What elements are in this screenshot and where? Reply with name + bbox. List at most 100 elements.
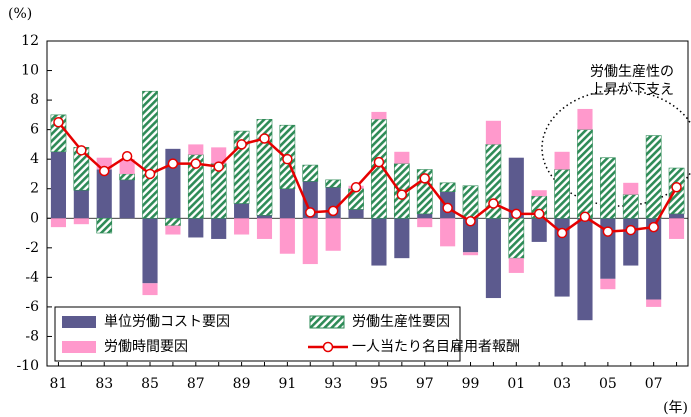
x-tick-label: 83 [95,376,113,392]
bar [165,217,181,226]
bar [325,218,341,251]
bar [485,120,501,145]
bar [554,151,570,170]
bar [622,194,639,219]
line [57,121,678,235]
line-marker [648,221,659,233]
line-marker [167,158,179,169]
x-tick-label: 91 [278,376,296,392]
y-tick-label: 2 [30,181,39,197]
legend-label: 一人当たり名目雇用者報酬 [352,338,520,355]
x-tick-label: 99 [462,376,480,392]
line-marker [533,208,545,220]
bar [256,215,273,219]
y-tick-label: -4 [25,269,39,285]
bar [554,169,570,219]
line-marker [327,205,339,217]
bar [50,218,67,228]
bar [417,218,433,228]
bar [302,218,318,265]
legend-box [54,306,461,362]
bar [645,135,662,219]
x-tick-label: 87 [187,376,205,392]
bar [256,218,273,239]
bar [668,218,685,239]
y-tick-label: -2 [25,240,39,256]
annotation-line: 上昇が下支え [590,82,674,98]
bar [96,217,113,234]
y-unit: (%) [8,6,32,22]
bar [531,190,547,197]
bar [577,218,593,321]
bar [211,218,227,239]
line-marker [121,150,133,162]
bar [188,218,204,238]
bar [394,218,410,259]
line-marker [236,139,247,150]
bar [234,203,250,219]
legend-swatch [62,316,96,328]
legend-label: 労働時間要因 [104,339,188,355]
bar [668,213,685,219]
bar [165,225,181,235]
x-unit: (年) [663,400,688,416]
line-marker [419,173,430,184]
bar [50,151,67,219]
line-marker [350,182,362,193]
line-marker [602,226,614,237]
y-tick-label: 10 [21,63,39,79]
line-marker [625,224,637,236]
line-marker [144,168,156,180]
x-tick-label: 81 [50,376,68,392]
bar [554,218,570,297]
bar [279,218,295,254]
line-marker [556,227,568,239]
line-marker [396,189,408,200]
x-tick-label: 95 [370,376,388,392]
bar [119,179,135,219]
line-marker [213,161,224,172]
legend-swatch [62,341,96,353]
bar [508,157,524,219]
bar [600,157,616,219]
x-tick-label: 89 [233,376,251,392]
legend-swatch [309,315,345,329]
line-marker [373,156,385,168]
y-tick-label: -6 [25,299,39,315]
line-marker [511,208,522,220]
line-marker [76,145,87,156]
bar [348,209,364,219]
bar [577,108,593,130]
line-marker [53,117,64,128]
bar [462,185,479,219]
y-tick-label: 0 [30,210,39,226]
bar [234,218,250,235]
y-tick-label: -8 [25,328,39,344]
bar [531,218,547,242]
line-marker [98,165,110,177]
line-marker [190,158,202,169]
bar [302,164,319,182]
bar [646,299,662,307]
bar [119,159,135,174]
bar [394,151,410,164]
bar [119,173,135,181]
bar [73,190,89,219]
bar [188,144,204,155]
bar [96,157,112,170]
x-tick-label: 07 [645,376,663,392]
bar [142,218,158,284]
annotation-line: 労働生産性の [590,64,674,80]
bar [142,90,158,219]
plot-frame [46,40,689,367]
y-tick-label: -10 [16,358,39,374]
bar [600,278,616,290]
bar [485,218,501,299]
x-tick-label: 05 [599,376,617,392]
bar [142,283,158,296]
bar [325,179,342,188]
bar [508,258,524,273]
bar [439,182,456,192]
